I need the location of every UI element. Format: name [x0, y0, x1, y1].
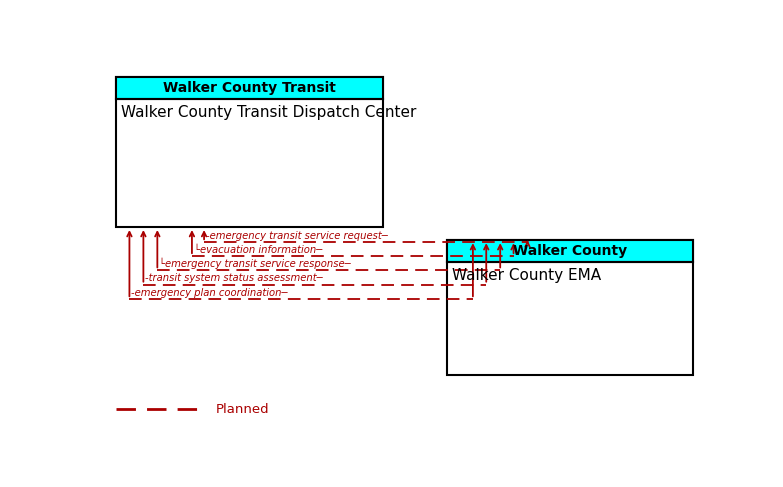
- Text: Walker County Transit Dispatch Center: Walker County Transit Dispatch Center: [121, 105, 417, 120]
- Bar: [447, 240, 693, 262]
- Bar: [116, 77, 383, 227]
- Bar: [116, 77, 383, 98]
- Text: -emergency plan coordination─: -emergency plan coordination─: [132, 288, 287, 298]
- Text: -emergency transit service request─: -emergency transit service request─: [206, 231, 388, 241]
- Text: -transit system status assessment─: -transit system status assessment─: [145, 273, 323, 283]
- Text: └emergency transit service response─: └emergency transit service response─: [159, 258, 351, 269]
- Text: └evacuation information─: └evacuation information─: [193, 245, 322, 255]
- Text: Planned: Planned: [216, 403, 270, 415]
- Text: Walker County Transit: Walker County Transit: [163, 81, 336, 95]
- Text: Walker County: Walker County: [513, 244, 626, 258]
- Text: Walker County EMA: Walker County EMA: [452, 268, 601, 283]
- Bar: [447, 240, 693, 375]
